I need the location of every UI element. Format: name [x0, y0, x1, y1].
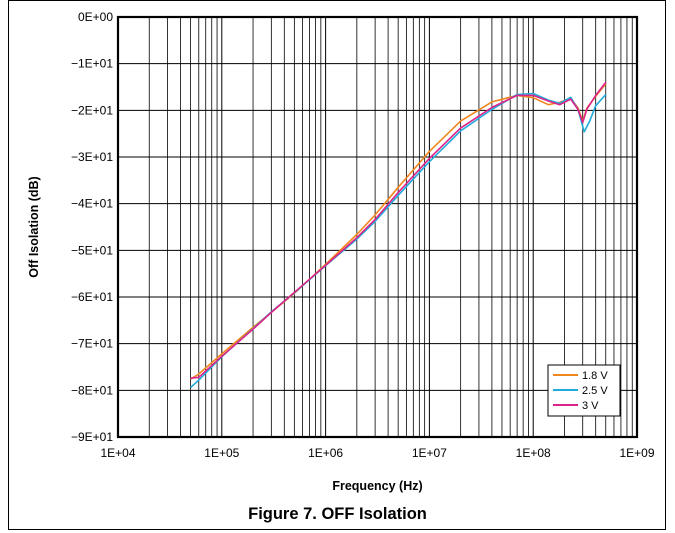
- y-tick-label: −9E+01: [71, 430, 113, 444]
- y-axis-label: Off Isolation (dB): [27, 176, 41, 277]
- y-tick-label: −1E+01: [71, 57, 113, 71]
- y-tick-label: 0E+00: [78, 10, 113, 24]
- y-tick-label: −2E+01: [71, 103, 113, 117]
- series-line-3-v: [190, 81, 607, 379]
- x-tick-label: 1E+08: [516, 446, 551, 460]
- y-tick-label: −3E+01: [71, 150, 113, 164]
- legend-label: 2.5 V: [582, 385, 608, 397]
- legend-label: 1.8 V: [582, 370, 608, 382]
- x-tick-label: 1E+06: [308, 446, 343, 460]
- x-tick-label: 1E+04: [100, 446, 135, 460]
- x-tick-label: 1E+09: [619, 446, 654, 460]
- y-tick-label: −7E+01: [71, 337, 113, 351]
- figure-caption: Figure 7. OFF Isolation: [248, 505, 427, 523]
- figure-frame: [8, 0, 666, 530]
- plot-border: [116, 15, 639, 439]
- y-tick-label: −5E+01: [71, 243, 113, 257]
- y-tick-label: −6E+01: [71, 290, 113, 304]
- y-tick-label: −4E+01: [71, 197, 113, 211]
- x-tick-label: 1E+07: [412, 446, 447, 460]
- y-tick-label: −8E+01: [71, 383, 113, 397]
- x-tick-label: 1E+05: [204, 446, 239, 460]
- x-axis-label: Frequency (Hz): [332, 479, 422, 493]
- legend-label: 3 V: [582, 400, 599, 412]
